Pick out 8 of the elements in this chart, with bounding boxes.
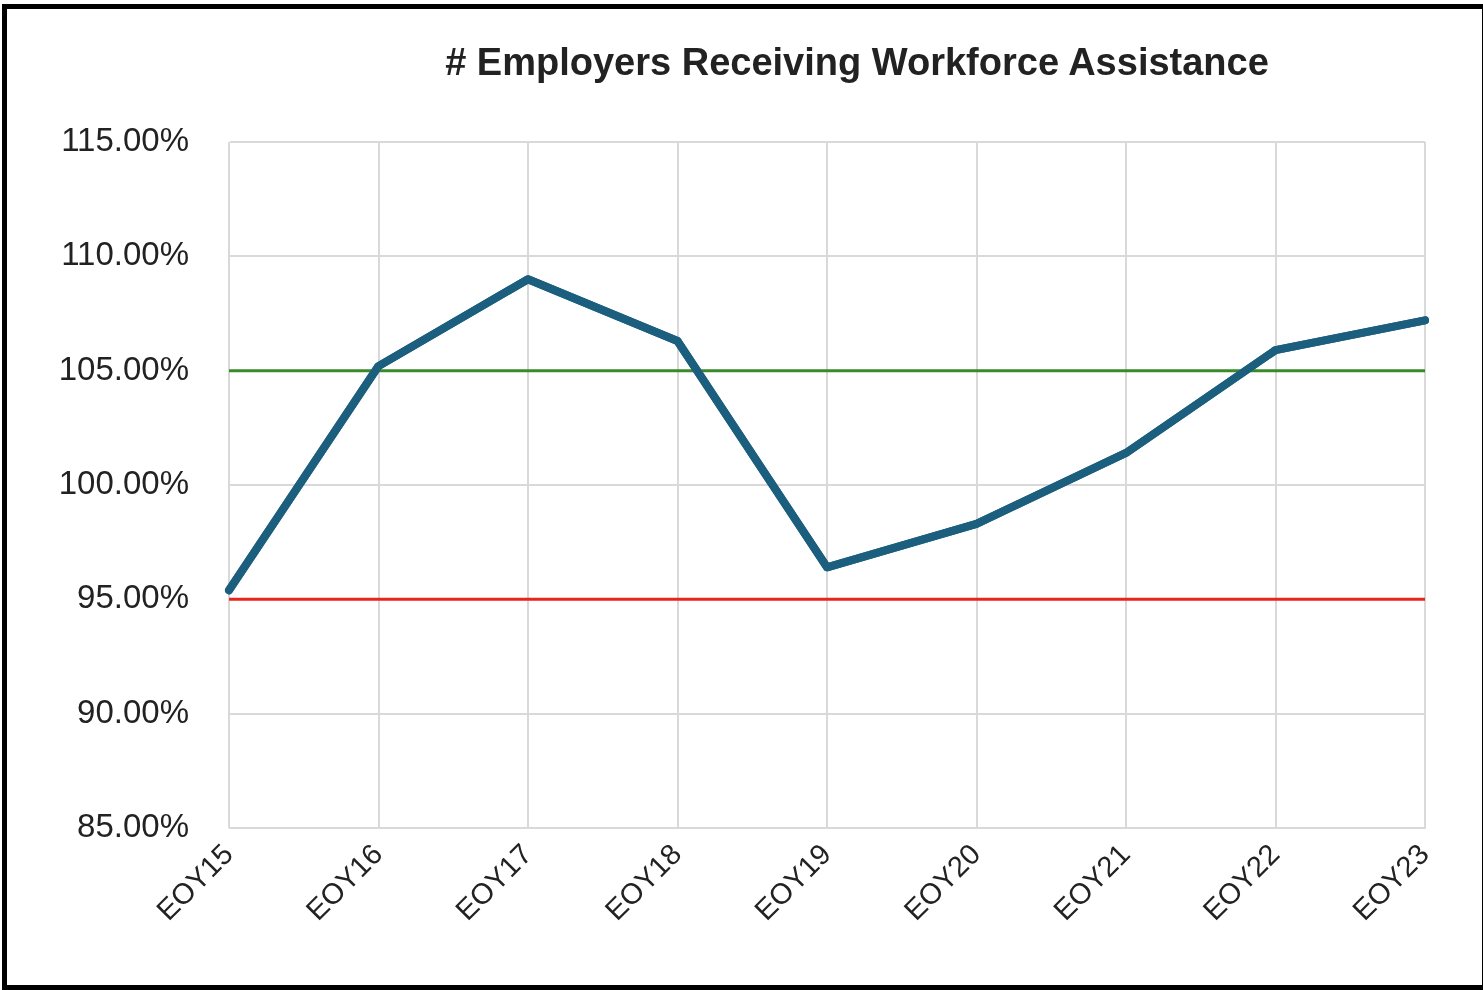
y-tick-label: 105.00% [58,349,189,387]
y-tick-label: 95.00% [77,578,189,616]
y-tick-label: 100.00% [58,464,189,502]
y-tick-label: 85.00% [77,807,189,845]
y-tick-label: 115.00% [61,121,189,159]
y-tick-label: 90.00% [77,692,189,730]
y-tick-label: 110.00% [61,235,189,273]
chart-title: # Employers Receiving Workforce Assistance [445,41,1269,84]
